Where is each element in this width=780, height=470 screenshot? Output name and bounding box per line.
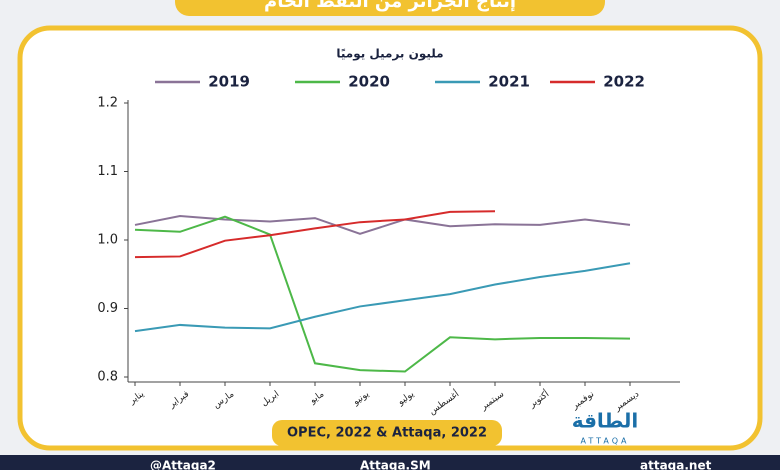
y-tick-label: 1.1: [97, 164, 118, 179]
y-tick-label: 0.9: [97, 301, 118, 316]
series-line: [134, 262, 631, 333]
y-axis-unit: مليون برميل يوميًا: [336, 47, 443, 62]
legend-label: 2020: [348, 73, 390, 91]
title-tab: [175, 0, 605, 16]
card: [17, 25, 763, 451]
legend-label: 2019: [208, 73, 250, 91]
footer-web: attaqa.net: [640, 459, 712, 470]
footer-bar: [0, 455, 780, 470]
chart-title: إنتاج الجزائر من النفط الخام: [264, 0, 516, 12]
series-line: [134, 215, 631, 373]
legend-label: 2021: [488, 73, 530, 91]
legend-label: 2022: [603, 73, 645, 91]
series-line: [134, 210, 496, 259]
source: OPEC, 2022 & Attaqa, 2022: [287, 426, 487, 441]
brand-latin: ATTAQA: [581, 437, 630, 446]
source-box: [272, 420, 502, 446]
y-tick-label: 0.8: [97, 370, 118, 385]
brand-name: الطاقة: [572, 409, 639, 433]
footer-twitter: @Attaqa2: [150, 459, 216, 470]
y-tick-label: 1.0: [97, 233, 118, 248]
y-tick-label: 1.2: [97, 96, 118, 111]
footer-social: Attaqa.SM: [360, 459, 431, 470]
